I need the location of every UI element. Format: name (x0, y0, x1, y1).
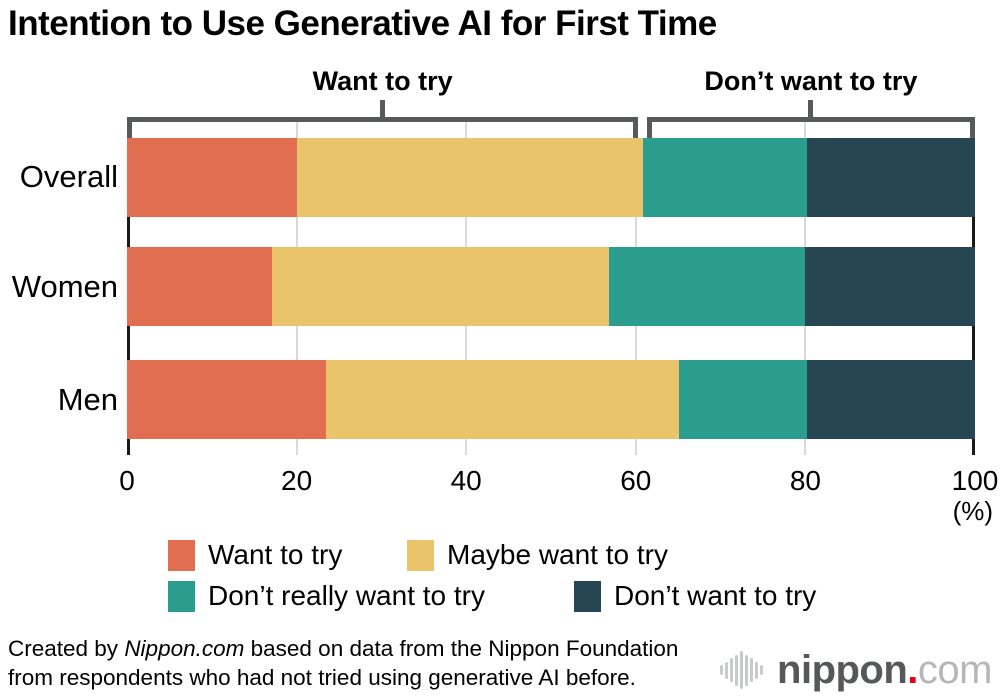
bar-segment (805, 247, 975, 326)
logo-text-suffix: com (917, 647, 993, 692)
bar-segment (127, 360, 327, 439)
bar-segment (272, 247, 609, 326)
plot-area: 0 20 40 60 80 100 Want to try Don’t want to try (119, 66, 998, 496)
logo-wordmark: nippon.com (777, 648, 992, 693)
bar-segment (127, 247, 272, 326)
credit-text-post: based on data from the Nippon Foundation (244, 636, 679, 661)
legend-item: Want to try (168, 539, 407, 571)
x-tick-label: 100 (951, 465, 999, 496)
x-axis-unit-label: (%) (952, 496, 993, 526)
row-label-women: Women (11, 269, 118, 304)
soundwave-icon (720, 648, 765, 692)
bracket (127, 117, 639, 138)
bracket-label: Don’t want to try (704, 66, 918, 96)
credit-text-brand: Nippon.com (124, 636, 245, 661)
bar-segment (679, 360, 808, 439)
bracket-tick (380, 100, 386, 117)
legend-row: Don’t really want to try Don’t want to tr… (168, 580, 816, 612)
legend-swatch (574, 580, 601, 612)
bar-segment (807, 138, 975, 217)
x-tick-label: 40 (450, 465, 482, 496)
credit-text-line2: from respondents who had not tried using… (8, 665, 636, 690)
legend: Want to try Maybe want to try Don’t really… (168, 539, 816, 621)
bracket (646, 117, 975, 138)
row-label-overall: Overall (19, 159, 118, 194)
legend-swatch (168, 539, 195, 571)
logo-dot: . (907, 647, 918, 692)
bar-segment (807, 360, 975, 439)
credit-text-pre: Created by (8, 636, 125, 661)
x-tick-label: 60 (620, 465, 652, 496)
bar-segment (127, 138, 297, 217)
bar-row-women (127, 247, 975, 326)
x-tick-label: 20 (281, 465, 313, 496)
source-credit: Created by Nippon.com based on data from… (8, 634, 678, 692)
legend-label: Don’t want to try (614, 580, 817, 611)
category-axis: Overall Women Men (0, 0, 118, 455)
legend-row: Want to try Maybe want to try (168, 539, 816, 571)
legend-label: Want to try (208, 539, 343, 570)
bar-segment (608, 247, 806, 326)
legend-item: Don’t want to try (574, 580, 816, 612)
legend-item: Maybe want to try (407, 539, 668, 571)
bar-segment (642, 138, 808, 217)
bracket-tick (808, 100, 814, 117)
bracket-label: Want to try (312, 66, 453, 96)
row-label-men: Men (57, 382, 118, 417)
bar-segment (326, 360, 680, 439)
chart-title: Intention to Use Generative AI for First… (8, 4, 717, 43)
bar-row-men (127, 360, 975, 439)
legend-swatch (168, 580, 195, 612)
x-tick-label: 80 (789, 465, 821, 496)
legend-label: Don’t really want to try (208, 580, 485, 611)
nippon-logo: nippon.com (720, 646, 993, 694)
bar-row-overall (127, 138, 975, 217)
legend-swatch (407, 539, 434, 571)
logo-text-main: nippon (777, 647, 908, 692)
legend-label: Maybe want to try (447, 539, 668, 570)
bar-segment (296, 138, 643, 217)
legend-item: Don’t really want to try (168, 580, 574, 612)
x-tick-label: 0 (119, 465, 135, 496)
